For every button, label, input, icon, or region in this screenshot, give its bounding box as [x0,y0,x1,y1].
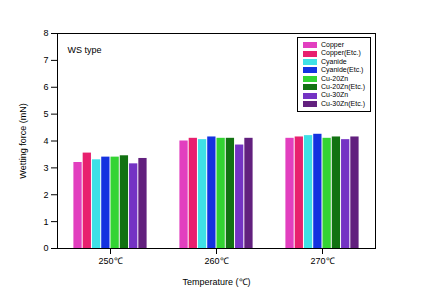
svg-text:7: 7 [43,55,48,65]
html-text:Cu-20Zn: Cu-20Zn [321,74,349,82]
svg-text:6: 6 [43,82,48,92]
svg-text:3: 3 [43,163,48,173]
html-text:Cyanide(Etc.): Cyanide(Etc.) [321,66,364,74]
svg-text:5: 5 [43,109,48,119]
html-text:Cu-20Zn(Etc.): Cu-20Zn(Etc.) [321,83,365,90]
svg-text:Temperature (℃): Temperature (℃) [182,277,250,287]
svg-text:250℃: 250℃ [98,256,122,266]
html-text:Cu-30Zn(Etc.): Cu-30Zn(Etc.) [321,99,365,107]
html-text:Copper: Copper [321,41,344,48]
svg-text:260℃: 260℃ [204,256,228,266]
html-text:Cu-30Zn: Cu-30Zn [321,91,349,99]
html-text:Cyanide: Cyanide [321,57,347,65]
svg-text:4: 4 [43,136,48,146]
svg-text:2: 2 [43,190,48,200]
svg-text:1: 1 [43,217,48,227]
svg-text:270℃: 270℃ [310,256,334,266]
svg-text:WS type: WS type [68,45,102,55]
svg-text:0: 0 [43,243,48,253]
svg-text:Wetting force (mN): Wetting force (mN) [18,103,28,178]
html-text:Copper(Etc.): Copper(Etc.) [321,49,361,57]
svg-text:8: 8 [43,28,48,38]
